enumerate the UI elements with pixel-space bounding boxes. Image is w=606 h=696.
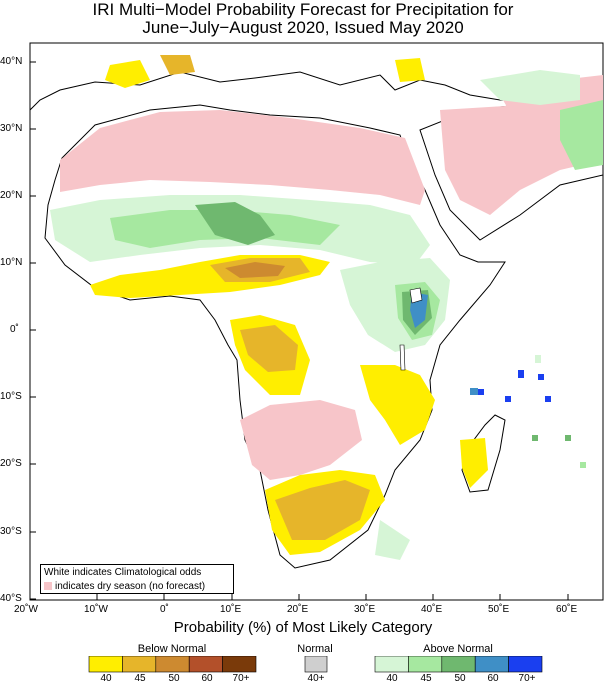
lake-tanganyika xyxy=(399,344,406,371)
lon-label: 20˚W xyxy=(14,604,38,615)
above-tick: 70+ xyxy=(518,673,536,684)
above-normal-label: Above Normal xyxy=(423,643,493,655)
below-normal-swatch-0 xyxy=(88,656,123,673)
above-tick: 40 xyxy=(386,673,398,684)
above-normal-regions xyxy=(50,70,603,560)
below-tick: 50 xyxy=(168,673,180,684)
below-tick: 45 xyxy=(134,673,146,684)
below-tick: 40 xyxy=(100,673,112,684)
above-tick: 50 xyxy=(454,673,466,684)
lon-label: 20˚E xyxy=(287,604,309,615)
lat-label: 0˚ xyxy=(10,324,19,335)
above-normal-swatch-4 xyxy=(508,656,543,673)
lon-label: 60˚E xyxy=(556,604,578,615)
below-normal-swatch-1 xyxy=(122,656,157,673)
above-normal-swatch-1 xyxy=(408,656,443,673)
lat-label: 10°N xyxy=(0,257,23,268)
map-legend-note: White indicates Climatological odds indi… xyxy=(40,564,234,594)
lon-label: 50˚E xyxy=(488,604,510,615)
lat-label: 20°S xyxy=(0,458,22,469)
lon-label: 10˚W xyxy=(84,604,108,615)
above-normal-swatch-3 xyxy=(474,656,509,673)
below-normal-swatch-3 xyxy=(188,656,223,673)
lat-label: 20°N xyxy=(0,190,23,201)
below-normal-swatch-4 xyxy=(222,656,257,673)
dry-season-swatch xyxy=(44,582,52,591)
above-normal-swatch-2 xyxy=(441,656,476,673)
below-tick: 70+ xyxy=(232,673,250,684)
below-normal-swatch-2 xyxy=(155,656,190,673)
lat-label: 30°N xyxy=(0,123,23,134)
lat-label: 40°N xyxy=(0,56,23,67)
above-tick: 60 xyxy=(487,673,499,684)
normal-swatch-0 xyxy=(304,656,328,673)
colorbar xyxy=(88,656,543,673)
axis-ticks xyxy=(29,61,569,600)
above-normal-swatch-0 xyxy=(374,656,409,673)
lon-label: 0˚ xyxy=(160,604,169,615)
dry-season-note-text: indicates dry season (no forecast) xyxy=(55,581,206,592)
colorbar-title: Probability (%) of Most Likely Category xyxy=(173,619,433,636)
dry-season-note: indicates dry season (no forecast) xyxy=(44,580,230,594)
title-line-2: June−July−August 2020, Issued May 2020 xyxy=(142,18,464,37)
lat-label: 40°S xyxy=(0,593,22,604)
island-cells xyxy=(470,355,586,468)
lake-victoria xyxy=(409,287,423,304)
below-normal-label: Below Normal xyxy=(137,643,207,655)
below-normal-regions xyxy=(90,55,488,555)
lat-label: 30°S xyxy=(0,526,22,537)
lon-label: 40˚E xyxy=(421,604,443,615)
lat-label: 10°S xyxy=(0,391,22,402)
below-tick: 60 xyxy=(201,673,213,684)
climatological-odds-note: White indicates Climatological odds xyxy=(44,567,202,578)
normal-tick: 40+ xyxy=(307,673,325,684)
normal-label: Normal xyxy=(297,643,333,655)
lon-label: 10˚E xyxy=(220,604,242,615)
above-tick: 45 xyxy=(420,673,432,684)
title-line-1: IRI Multi−Model Probability Forecast for… xyxy=(92,0,514,19)
lon-label: 30˚E xyxy=(354,604,376,615)
